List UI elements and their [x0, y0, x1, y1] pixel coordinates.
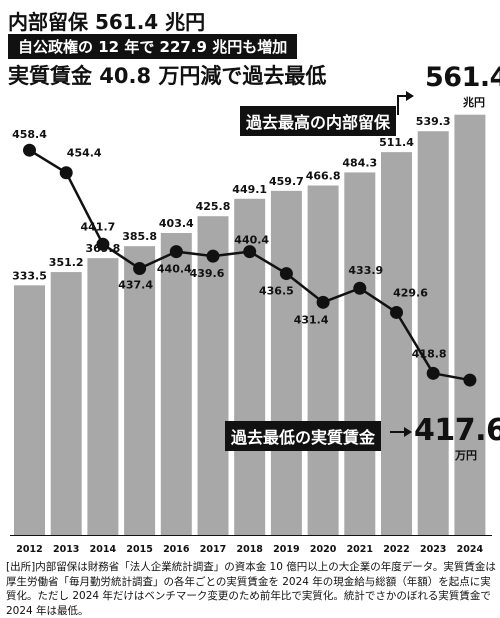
wage-label-2020: 431.4: [294, 313, 329, 326]
wage-label-2016: 440.4: [157, 263, 192, 276]
wage-point-2020: [316, 295, 330, 309]
line-layer: [23, 143, 477, 387]
x-tick-2012: 2012: [16, 544, 42, 555]
chart-subtitle: 実質賃金 40.8 万円減で過去最低: [8, 64, 327, 88]
bar-label-2016: 403.4: [159, 217, 194, 230]
line-labels-layer: 458.4454.4441.7437.4440.4439.6440.4436.5…: [12, 128, 446, 360]
bar-label-2018: 449.1: [232, 183, 267, 196]
wage-label-2022: 429.6: [393, 286, 428, 299]
x-tick-2019: 2019: [273, 544, 299, 555]
reserve-big-value: 561.4: [425, 62, 500, 93]
bar-label-2019: 459.7: [269, 175, 304, 188]
wage-label-2019: 436.5: [259, 285, 294, 298]
x-tick-2021: 2021: [347, 544, 373, 555]
bar-2017: [197, 216, 229, 536]
bar-labels-layer: 333.5351.2369.8385.8403.4425.8449.1459.7…: [12, 115, 450, 282]
x-tick-2024: 2024: [457, 544, 484, 555]
wage-point-2022: [390, 305, 403, 319]
x-axis-ticks: 2012 2013 2014 2015 2016 2017 2018 2019 2020 2021…: [10, 535, 492, 555]
reserve-callout: 過去最高の内部留保: [240, 106, 397, 136]
bar-label-2023: 539.3: [416, 115, 451, 128]
x-tick-2015: 2015: [126, 544, 152, 555]
bar-2022: [381, 152, 412, 535]
wage-point-2015: [133, 262, 147, 276]
wage-label-2021: 433.9: [348, 264, 383, 277]
wage-point-2016: [169, 245, 183, 259]
wage-arrowhead: [404, 427, 412, 437]
headline-banner: 自公政権の 12 年で 227.9 兆円も増加: [8, 34, 298, 59]
x-tick-2023: 2023: [420, 544, 446, 555]
bar-2021: [344, 172, 376, 535]
wage-callout: 過去最低の実質賃金: [225, 421, 382, 451]
wage-point-2024: [463, 373, 477, 387]
wage-point-2012: [23, 143, 36, 157]
bar-label-2022: 511.4: [379, 136, 414, 149]
wage-point-2023: [426, 366, 440, 380]
reserve-arrow: [397, 95, 406, 115]
callout-arrows: [390, 91, 414, 437]
wage-label-2018: 440.4: [234, 234, 269, 247]
x-tick-2014: 2014: [90, 544, 117, 555]
x-tick-2020: 2020: [310, 544, 337, 555]
bar-2020: [307, 185, 339, 535]
bar-label-2021: 484.3: [342, 156, 377, 169]
wage-label-2017: 439.6: [190, 267, 225, 280]
source-text: 内部留保は財務省「法人企業統計調査」の資本金 10 億円以上の大企業の年度データ…: [6, 561, 496, 617]
reserve-unit: 兆円: [463, 96, 485, 109]
wage-label-2013: 454.4: [67, 147, 102, 160]
wage-point-2017: [206, 249, 220, 263]
bars-layer: [14, 114, 486, 536]
bar-2015: [124, 246, 156, 536]
bar-2019: [270, 190, 302, 536]
source-tag: [出所]: [6, 561, 36, 573]
reserve-arrowhead: [406, 91, 414, 101]
x-tick-2022: 2022: [383, 544, 409, 555]
bar-label-2012: 333.5: [12, 269, 47, 282]
x-tick-2016: 2016: [163, 544, 190, 555]
bar-2024: [454, 114, 486, 535]
wage-unit: 万円: [455, 449, 477, 462]
chart-title: 内部留保 561.4 兆円: [8, 10, 206, 34]
wage-point-2018: [243, 245, 257, 259]
wage-point-2013: [59, 166, 73, 180]
bar-label-2020: 466.8: [306, 170, 341, 183]
x-tick-2018: 2018: [236, 544, 263, 555]
bar-2013: [50, 272, 82, 535]
wage-point-2021: [353, 281, 367, 295]
x-tick-2013: 2013: [53, 544, 79, 555]
bar-2016: [160, 232, 192, 536]
bar-label-2013: 351.2: [49, 256, 84, 269]
x-tick-2017: 2017: [200, 544, 226, 555]
bar-2023: [417, 131, 449, 535]
wage-label-2014: 441.7: [81, 220, 116, 233]
wage-label-2012: 458.4: [12, 128, 47, 141]
wage-point-2019: [279, 267, 293, 281]
bar-label-2015: 385.8: [122, 230, 157, 243]
source-note: [出所]内部留保は財務省「法人企業統計調査」の資本金 10 億円以上の大企業の年…: [6, 560, 496, 618]
bar-2014: [87, 258, 119, 535]
wage-label-2015: 437.4: [118, 279, 153, 292]
wage-label-2023: 418.8: [412, 347, 447, 360]
bar-2012: [14, 285, 45, 535]
wage-big-value: 417.6: [414, 413, 500, 448]
bar-label-2017: 425.8: [196, 200, 231, 213]
wage-point-2014: [96, 237, 110, 251]
